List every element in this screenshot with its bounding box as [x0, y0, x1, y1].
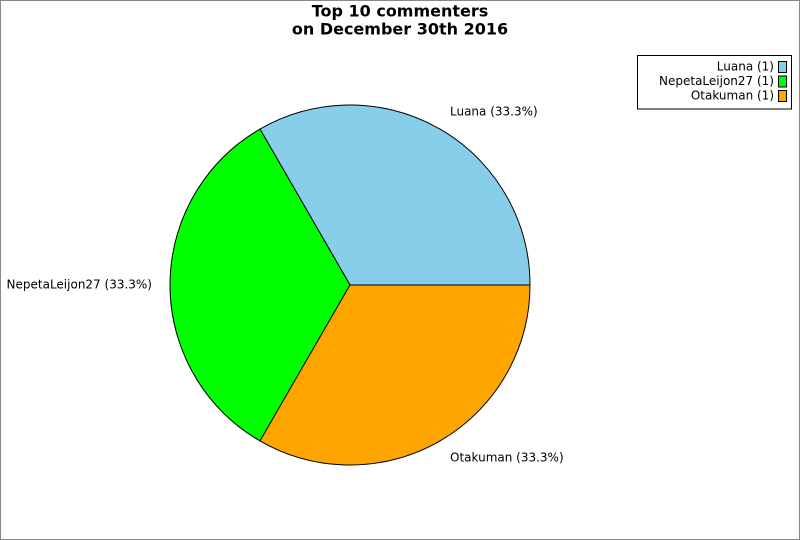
legend-label: Luana (1) [717, 60, 774, 74]
legend-swatch [778, 90, 787, 102]
chart-subtitle: on December 30th 2016 [292, 20, 508, 39]
pie-slice [259, 104, 531, 286]
legend-swatch [778, 75, 787, 88]
legend-swatch [778, 61, 787, 73]
legend-box [637, 55, 792, 110]
legend-label: Otakuman (1) [691, 89, 774, 103]
slice-label: Luana (33.3%) [450, 104, 538, 118]
legend-label: NepetaLeijon27 (1) [659, 74, 774, 88]
slice-label: Otakuman (33.3%) [450, 451, 564, 465]
chart-title: Top 10 commenters [312, 2, 489, 21]
slice-label: NepetaLeijon27 (33.3%) [7, 278, 152, 292]
pie-slice [259, 284, 531, 466]
